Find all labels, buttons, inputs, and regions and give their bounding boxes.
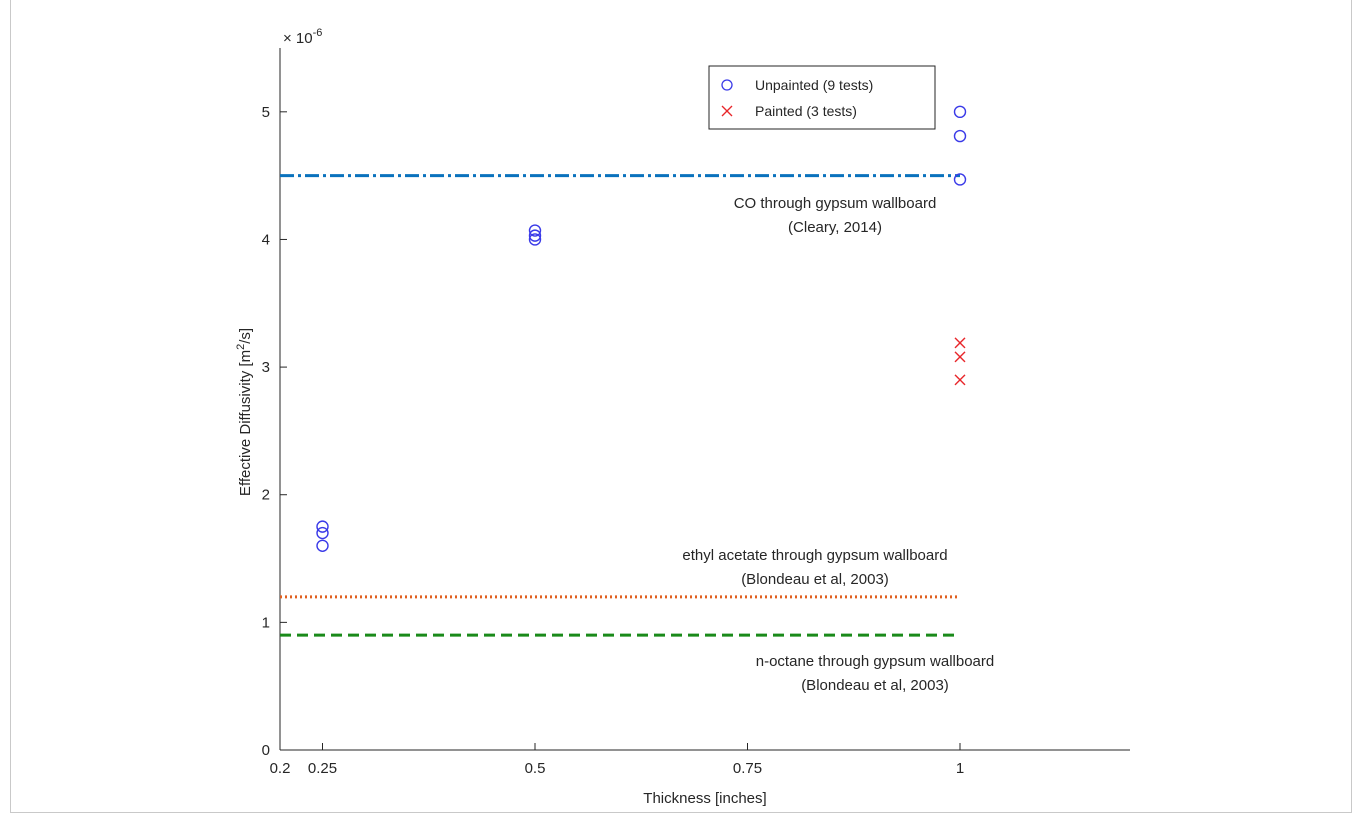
data-point-circle bbox=[528, 229, 542, 242]
y-axis-multiplier: × 10-6 bbox=[283, 27, 322, 47]
annotation-line2: (Cleary, 2014) bbox=[788, 219, 882, 236]
annotation-line1: CO through gypsum wallboard bbox=[734, 195, 937, 212]
axes bbox=[279, 48, 1130, 751]
y-axis-label-superscript: 2 bbox=[235, 344, 247, 350]
data-point-x bbox=[954, 351, 966, 363]
x-axis-label: Thickness [inches] bbox=[643, 790, 766, 807]
x-tick-label: 0.5 bbox=[525, 760, 546, 777]
legend-label-painted: Painted (3 tests) bbox=[755, 103, 857, 119]
tick-labels: 0.2 0.25 0.5 0.75 1 0 1 2 3 4 5 bbox=[262, 104, 965, 777]
data-point-circle bbox=[953, 129, 967, 143]
data-point-circle bbox=[528, 233, 542, 246]
annotation-line2: (Blondeau et al, 2003) bbox=[801, 677, 949, 694]
y-multiplier-base: × 10 bbox=[283, 30, 313, 47]
data-point-circle bbox=[316, 520, 329, 533]
annotations: CO through gypsum wallboard (Cleary, 2014… bbox=[682, 195, 994, 694]
y-tick-label: 1 bbox=[262, 614, 270, 631]
annotation-line2: (Blondeau et al, 2003) bbox=[741, 571, 889, 588]
y-axis-label-main: Effective Diffusivity [m bbox=[237, 350, 254, 496]
data-point-circle bbox=[953, 173, 967, 186]
x-tick-label: 0.25 bbox=[308, 760, 337, 777]
data-point-circle bbox=[953, 105, 967, 119]
y-axis-label: Effective Diffusivity [m2/s] bbox=[235, 328, 254, 496]
data-point-x bbox=[954, 337, 966, 349]
x-tick-label: 1 bbox=[956, 760, 964, 777]
annotation-line1: ethyl acetate through gypsum wallboard bbox=[682, 547, 947, 564]
data-point-circle bbox=[528, 224, 542, 237]
legend-marker-painted bbox=[721, 105, 733, 117]
data-points bbox=[316, 105, 967, 552]
y-multiplier-exponent: -6 bbox=[313, 27, 323, 39]
y-tick-label: 2 bbox=[262, 487, 270, 504]
legend-box bbox=[708, 65, 936, 130]
x-tick-label: 0.75 bbox=[733, 760, 762, 777]
y-axis-label-end: /s] bbox=[237, 328, 254, 344]
data-point-x bbox=[954, 374, 966, 386]
annotation-line1: n-octane through gypsum wallboard bbox=[756, 653, 994, 670]
y-tick-label: 0 bbox=[262, 742, 270, 759]
legend: Unpainted (9 tests) Painted (3 tests) bbox=[708, 65, 936, 130]
data-point-circle bbox=[316, 526, 329, 540]
y-tick-label: 4 bbox=[262, 231, 270, 248]
y-tick-label: 3 bbox=[262, 359, 270, 376]
x-tick-label: 0.2 bbox=[270, 760, 291, 777]
legend-label-unpainted: Unpainted (9 tests) bbox=[755, 77, 873, 93]
data-point-circle bbox=[316, 539, 329, 552]
figure-frame bbox=[10, 0, 1352, 813]
legend-marker-unpainted bbox=[721, 79, 733, 91]
y-tick-label: 5 bbox=[262, 104, 270, 121]
reference-lines bbox=[280, 174, 960, 637]
